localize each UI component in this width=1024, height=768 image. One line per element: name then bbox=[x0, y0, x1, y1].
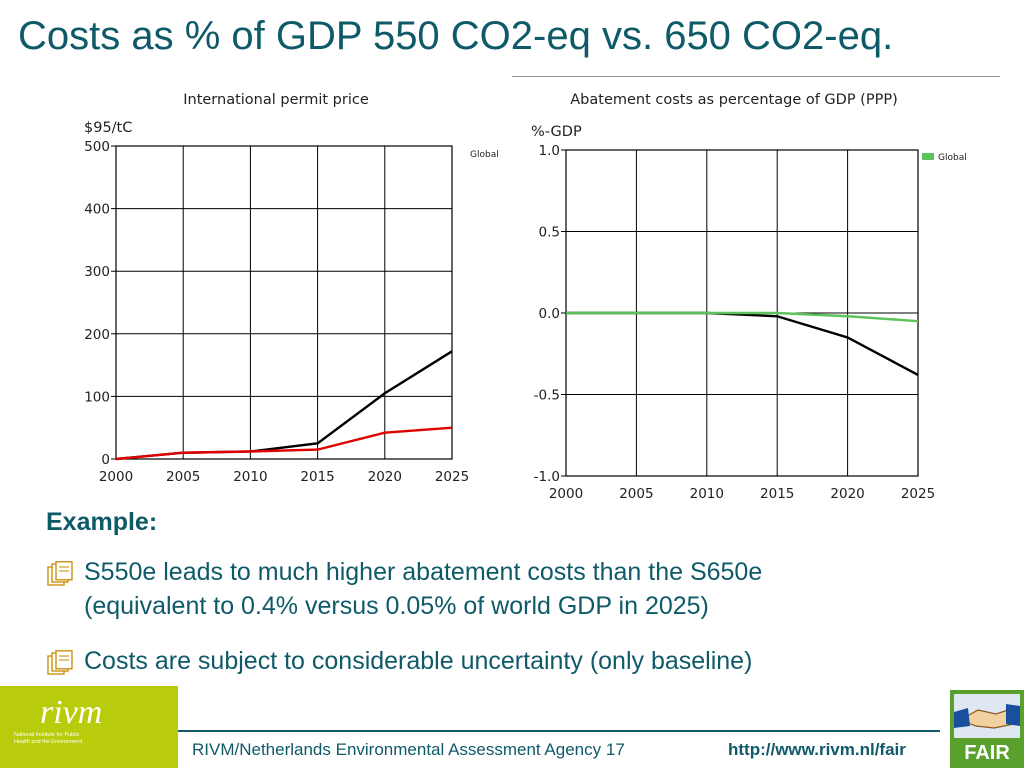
legend-swatch bbox=[922, 153, 934, 160]
handshake-icon bbox=[954, 694, 1020, 738]
y-tick-label: 200 bbox=[84, 327, 110, 343]
x-tick-label: 2000 bbox=[99, 469, 133, 485]
x-tick-label: 2005 bbox=[619, 486, 653, 502]
x-tick-label: 2025 bbox=[435, 469, 469, 485]
bullet-1-line-2: (equivalent to 0.4% versus 0.05% of worl… bbox=[84, 592, 709, 620]
x-tick-label: 2020 bbox=[830, 486, 864, 502]
y-tick-label: 0 bbox=[101, 452, 110, 468]
footer-url-link[interactable]: http://www.rivm.nl/fair bbox=[728, 740, 906, 759]
y-tick-label: -0.5 bbox=[534, 388, 560, 404]
x-tick-label: 2020 bbox=[368, 469, 402, 485]
legend-entry: Global bbox=[470, 150, 499, 160]
legend-entry: Global bbox=[938, 153, 967, 163]
bullet-2: Costs are subject to considerable uncert… bbox=[46, 644, 1024, 680]
chart-title: Abatement costs as percentage of GDP (PP… bbox=[570, 92, 897, 108]
x-tick-label: 2000 bbox=[549, 486, 583, 502]
bullet-1: S550e leads to much higher abatement cos… bbox=[46, 555, 1024, 625]
chart-2: Abatement costs as percentage of GDP (PP… bbox=[531, 92, 967, 502]
y-axis-label: %-GDP bbox=[531, 124, 582, 140]
x-tick-label: 2010 bbox=[233, 469, 267, 485]
rivm-subtitle: National Institute for Public Health and… bbox=[14, 732, 83, 745]
x-tick-label: 2025 bbox=[901, 486, 935, 502]
y-tick-label: 0.0 bbox=[539, 306, 560, 322]
fair-wordmark: FAIR bbox=[964, 742, 1010, 764]
series-line-2 bbox=[566, 311, 919, 323]
notes-icon bbox=[47, 561, 73, 586]
x-tick-label: 2015 bbox=[760, 486, 794, 502]
y-tick-label: 1.0 bbox=[539, 143, 560, 159]
footer-divider bbox=[178, 730, 940, 732]
y-tick-label: 500 bbox=[84, 139, 110, 155]
y-tick-label: 0.5 bbox=[539, 225, 560, 241]
series-line-1 bbox=[566, 311, 919, 376]
y-tick-label: 400 bbox=[84, 202, 110, 218]
series-line-1 bbox=[115, 350, 453, 461]
slide-title: Costs as % of GDP 550 CO2-eq vs. 650 CO2… bbox=[18, 14, 894, 58]
bullet-1-line-1: S550e leads to much higher abatement cos… bbox=[84, 558, 763, 586]
example-heading: Example: bbox=[46, 508, 158, 536]
series-line-2 bbox=[115, 426, 453, 461]
chart-title: International permit price bbox=[183, 92, 369, 108]
bullet-2-line-1: Costs are subject to considerable uncert… bbox=[84, 647, 753, 675]
x-tick-label: 2015 bbox=[300, 469, 334, 485]
fair-logo: FAIR bbox=[950, 690, 1024, 768]
x-tick-label: 2010 bbox=[690, 486, 724, 502]
rivm-wordmark: rivm bbox=[40, 694, 103, 731]
y-tick-label: 300 bbox=[84, 264, 110, 280]
footer-text: RIVM/Netherlands Environmental Assessmen… bbox=[192, 740, 625, 759]
title-divider bbox=[512, 76, 1000, 77]
x-tick-label: 2005 bbox=[166, 469, 200, 485]
y-tick-label: -1.0 bbox=[534, 469, 560, 485]
rivm-logo: rivm National Institute for Public Healt… bbox=[0, 686, 178, 768]
y-axis-label: $95/tC bbox=[84, 120, 132, 136]
y-tick-label: 100 bbox=[84, 389, 110, 405]
plot-frame bbox=[115, 145, 453, 460]
notes-icon bbox=[47, 650, 73, 675]
